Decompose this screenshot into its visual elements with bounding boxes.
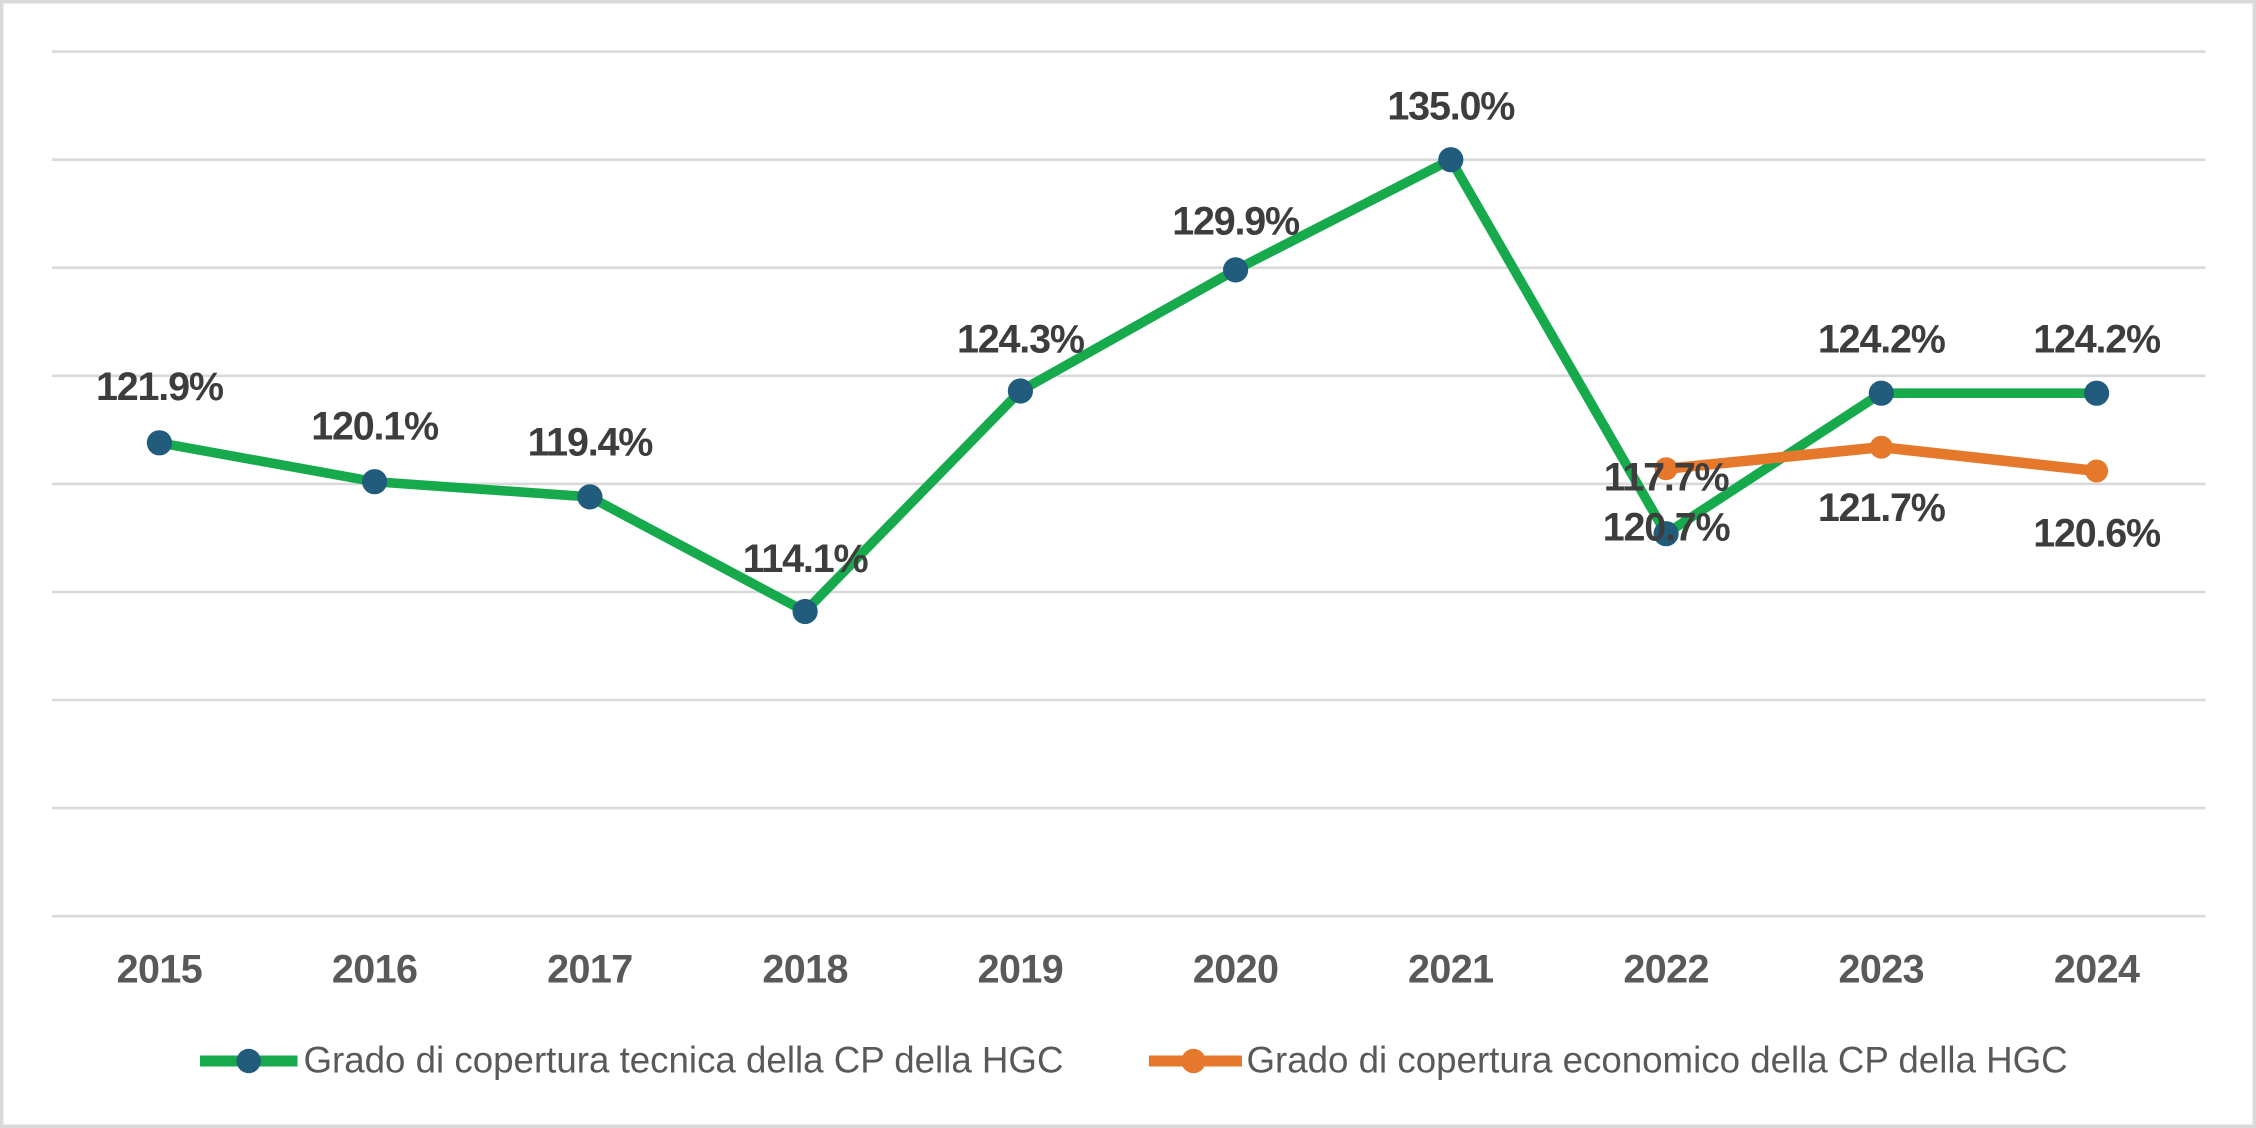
- svg-text:2020: 2020: [1193, 948, 1278, 992]
- svg-text:Grado di copertura economico d: Grado di copertura economico della CP de…: [1247, 1040, 2068, 1081]
- svg-text:120.6%: 120.6%: [2033, 512, 2161, 556]
- svg-text:2024: 2024: [2054, 948, 2140, 992]
- svg-text:129.9%: 129.9%: [1172, 199, 1300, 243]
- svg-text:121.9%: 121.9%: [96, 365, 224, 409]
- svg-text:121.7%: 121.7%: [1818, 486, 1946, 530]
- svg-text:2015: 2015: [117, 948, 202, 992]
- svg-text:120.7%: 120.7%: [1603, 506, 1731, 550]
- svg-text:2023: 2023: [1839, 948, 1924, 992]
- svg-text:Grado di copertura tecnica del: Grado di copertura tecnica della CP dell…: [304, 1040, 1064, 1081]
- svg-text:124.2%: 124.2%: [2033, 317, 2161, 361]
- svg-text:135.0%: 135.0%: [1387, 85, 1515, 129]
- svg-text:2016: 2016: [332, 948, 417, 992]
- svg-text:117.7%: 117.7%: [1604, 455, 1730, 499]
- svg-text:124.3%: 124.3%: [957, 317, 1085, 361]
- svg-text:120.1%: 120.1%: [311, 405, 439, 449]
- svg-text:2017: 2017: [547, 948, 632, 992]
- svg-text:2019: 2019: [978, 948, 1063, 992]
- svg-text:2022: 2022: [1623, 948, 1708, 992]
- svg-text:119.4%: 119.4%: [528, 420, 654, 464]
- svg-text:2021: 2021: [1408, 948, 1493, 992]
- svg-text:124.2%: 124.2%: [1818, 317, 1946, 361]
- svg-text:2018: 2018: [762, 948, 847, 992]
- svg-text:114.1%: 114.1%: [743, 537, 869, 581]
